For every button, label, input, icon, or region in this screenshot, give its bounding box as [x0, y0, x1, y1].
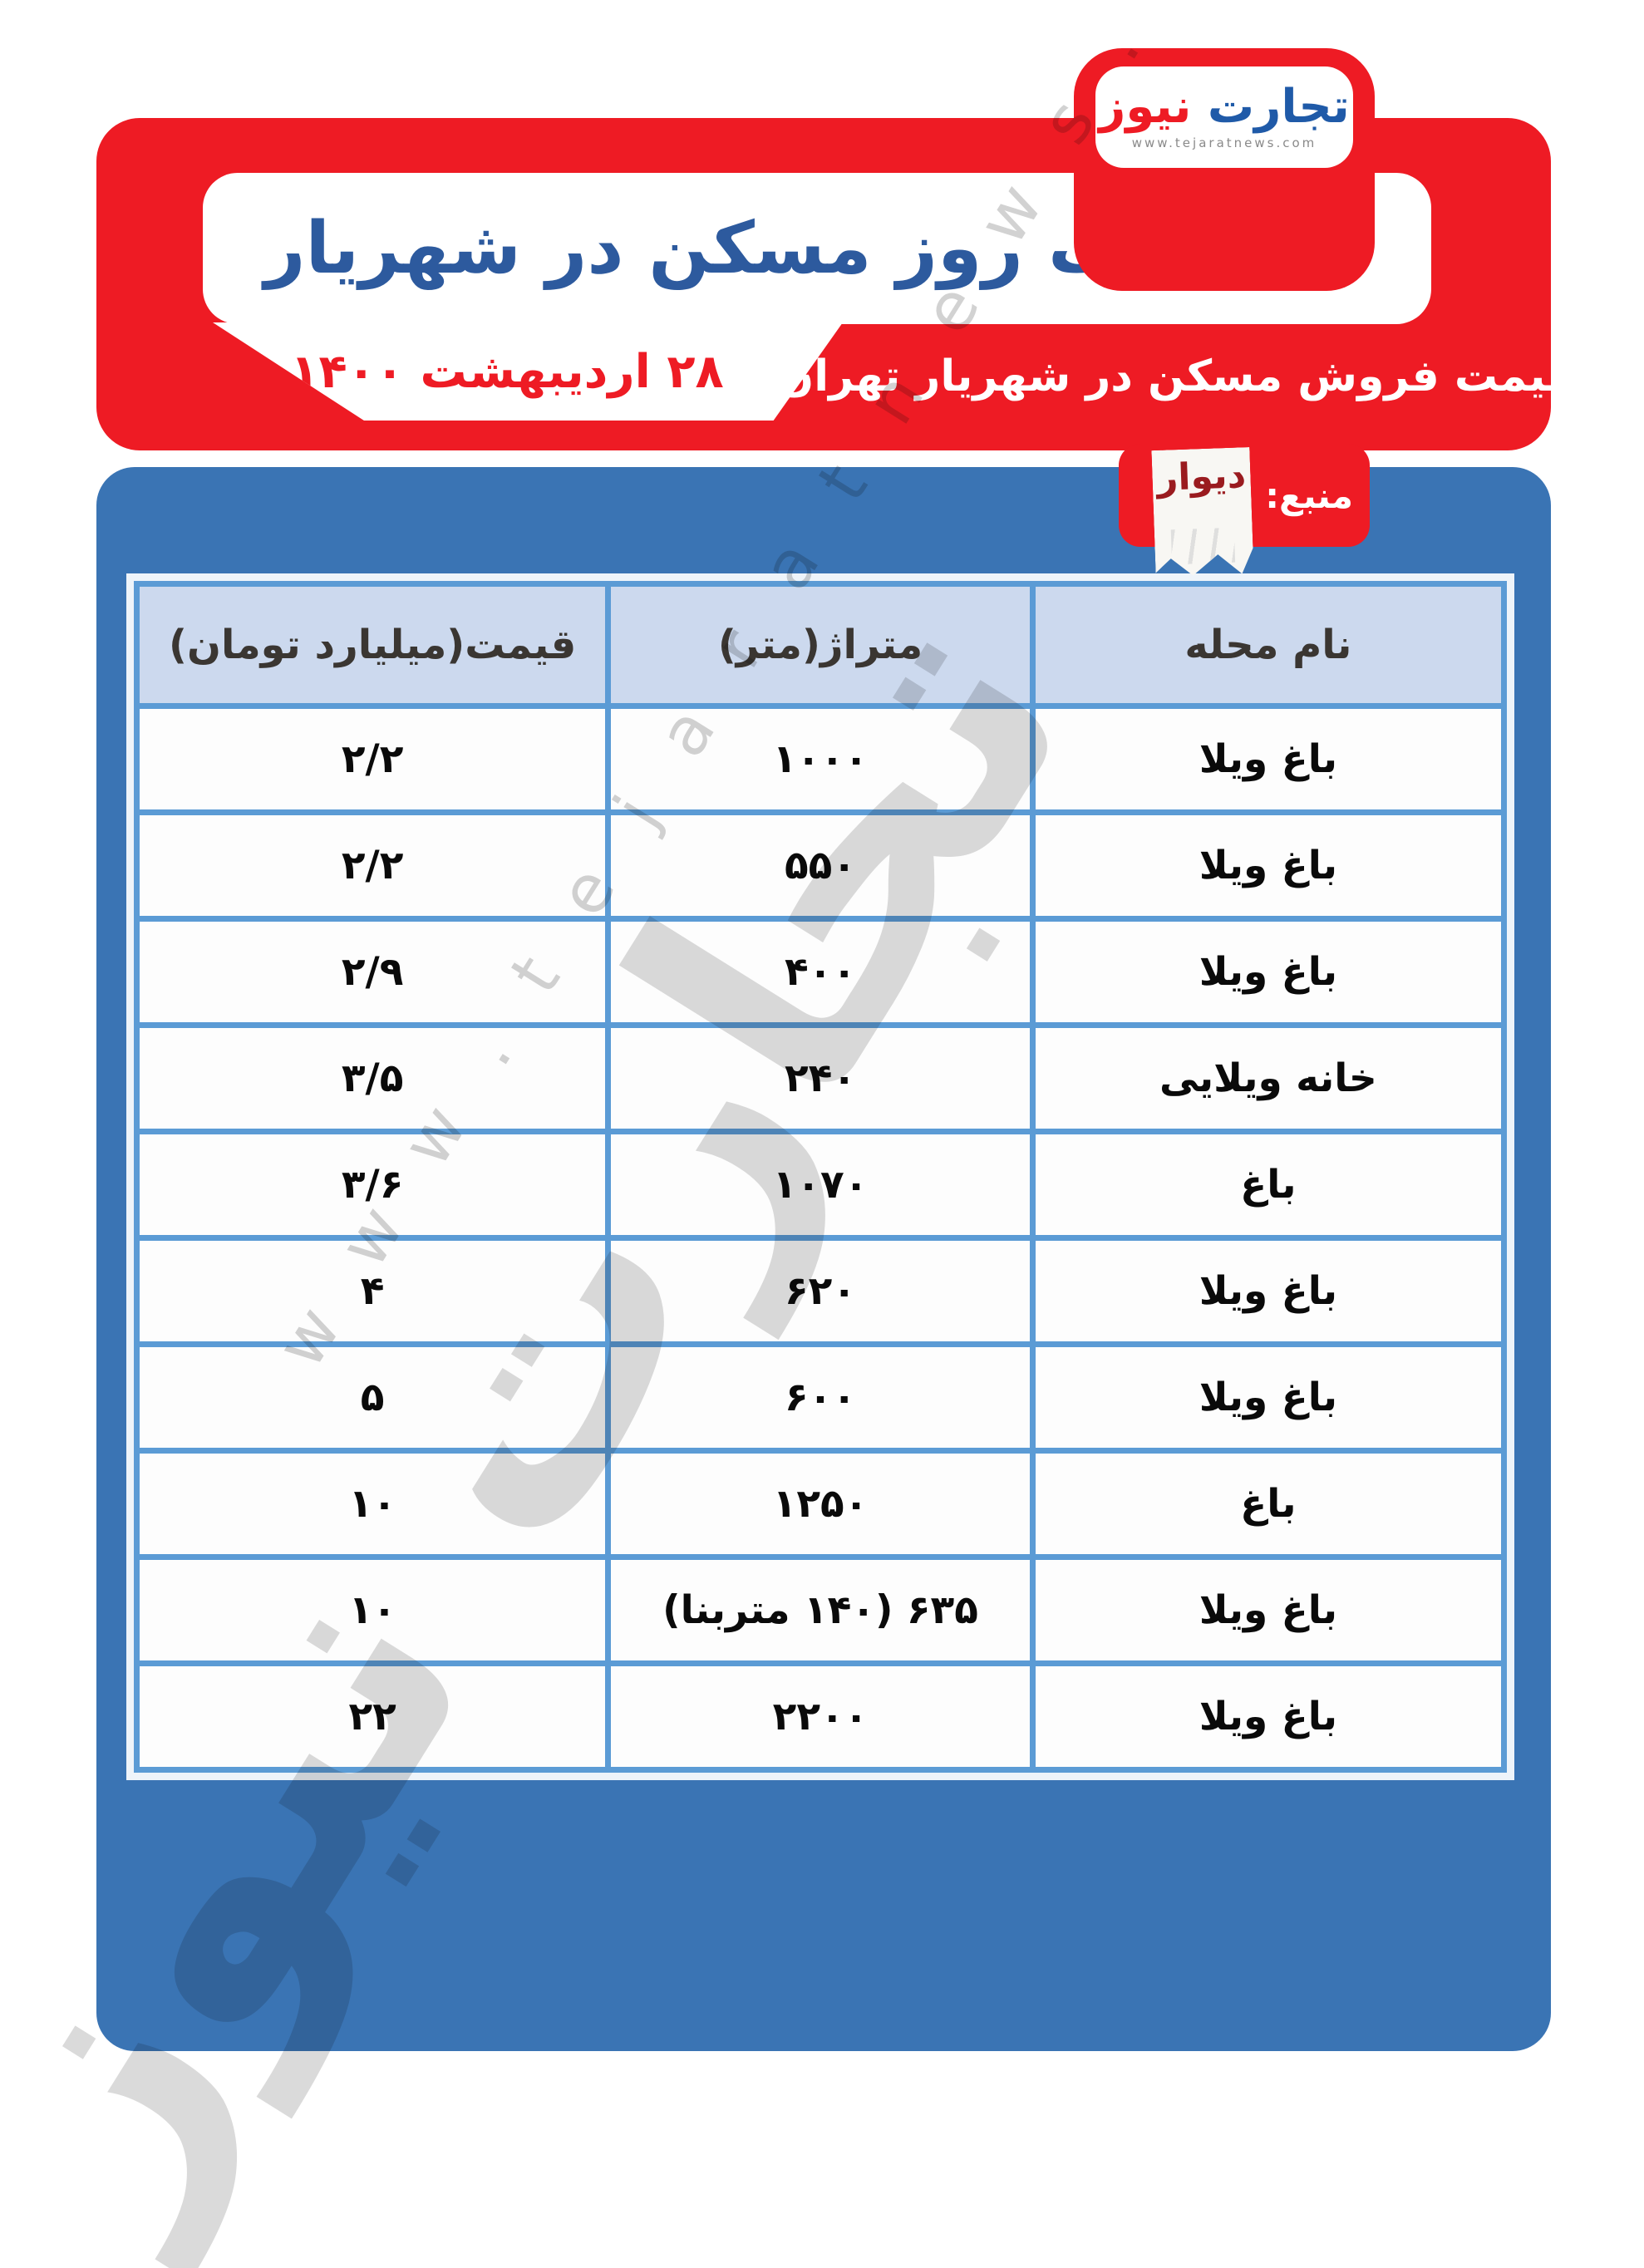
table-header-row: نام محله متراژ(متر) قیمت(میلیارد تومان): [140, 587, 1501, 703]
neighborhood-cell: باغ ویلا: [1035, 1241, 1501, 1341]
area-cell: ۱۰۰۰: [611, 709, 1030, 809]
infographic-page: { "logo": { "brand_primary": "تجارت", "b…: [0, 0, 1576, 2268]
neighborhood-cell: باغ: [1035, 1134, 1501, 1235]
price-cell: ۴: [140, 1241, 606, 1341]
table-row: باغ ویلا ۴۰۰ ۲/۹: [140, 922, 1501, 1022]
neighborhood-cell: باغ ویلا: [1035, 1347, 1501, 1448]
source-label: منبع:: [1265, 475, 1353, 516]
table-row: باغ ۱۰۷۰ ۳/۶: [140, 1134, 1501, 1235]
page-subtitle: قیمت فروش مسکن در شهریار تهران: [776, 352, 1576, 401]
neighborhood-cell: باغ ویلا: [1035, 1666, 1501, 1767]
price-cell: ۱۰: [140, 1560, 606, 1660]
table-row: باغ ویلا ۶۰۰ ۵: [140, 1347, 1501, 1448]
area-cell: ۲۲۰۰: [611, 1666, 1030, 1767]
date-label: ۲۸ اردیبهشت ۱۴۰۰: [290, 344, 724, 399]
price-cell: ۲/۲: [140, 815, 606, 916]
table-row: باغ ویلا ۵۵۰ ۲/۲: [140, 815, 1501, 916]
column-header-area: متراژ(متر): [611, 587, 1030, 703]
column-header-neighborhood: نام محله: [1035, 587, 1501, 703]
area-cell: ۱۲۵۰: [611, 1454, 1030, 1554]
area-cell: ۲۴۰: [611, 1028, 1030, 1129]
price-cell: ۳/۵: [140, 1028, 606, 1129]
table-row: باغ ۱۲۵۰ ۱۰: [140, 1454, 1501, 1554]
neighborhood-cell: خانه ویلایی: [1035, 1028, 1501, 1129]
neighborhood-cell: باغ: [1035, 1454, 1501, 1554]
price-cell: ۱۰: [140, 1454, 606, 1554]
area-cell: ۱۰۷۰: [611, 1134, 1030, 1235]
area-cell: ۴۰۰: [611, 922, 1030, 1022]
tejaratnews-logo: تجارت نیوز: [1099, 84, 1350, 130]
price-table-container: نام محله متراژ(متر) قیمت(میلیارد تومان) …: [126, 573, 1514, 1780]
table-row: باغ ویلا ۶۲۰ ۴: [140, 1241, 1501, 1341]
table-row: خانه ویلایی ۲۴۰ ۳/۵: [140, 1028, 1501, 1129]
column-header-price: قیمت(میلیارد تومان): [140, 587, 606, 703]
table-row: باغ ویلا ۲۲۰۰ ۲۲: [140, 1666, 1501, 1767]
price-cell: ۲/۹: [140, 922, 606, 1022]
area-cell: ۶۰۰: [611, 1347, 1030, 1448]
divar-logo: دیوار: [1152, 447, 1254, 577]
table-row: باغ ویلا ۱۰۰۰ ۲/۲: [140, 709, 1501, 809]
price-cell: ۲۲: [140, 1666, 606, 1767]
area-cell: ۶۲۰: [611, 1241, 1030, 1341]
area-cell: ۶۳۵ (۱۴۰ متربنا): [611, 1560, 1030, 1660]
paper-tear-decoration: [1171, 528, 1235, 565]
logo-website-url: www.tejaratnews.com: [1131, 135, 1317, 150]
neighborhood-cell: باغ ویلا: [1035, 922, 1501, 1022]
source-badge: منبع: دیوار: [1119, 444, 1370, 547]
logo-brand-primary: تجارت: [1207, 80, 1350, 134]
logo-brand-secondary: نیوز: [1099, 80, 1192, 134]
price-cell: ۲/۲: [140, 709, 606, 809]
price-cell: ۵: [140, 1347, 606, 1448]
housing-price-table: نام محله متراژ(متر) قیمت(میلیارد تومان) …: [126, 573, 1514, 1780]
tejaratnews-logo-card: تجارت نیوز www.tejaratnews.com: [1095, 66, 1353, 168]
table-row: باغ ویلا ۶۳۵ (۱۴۰ متربنا) ۱۰: [140, 1560, 1501, 1660]
price-cell: ۳/۶: [140, 1134, 606, 1235]
area-cell: ۵۵۰: [611, 815, 1030, 916]
neighborhood-cell: باغ ویلا: [1035, 1560, 1501, 1660]
tejaratnews-logo-badge: تجارت نیوز www.tejaratnews.com: [1074, 48, 1375, 291]
neighborhood-cell: باغ ویلا: [1035, 815, 1501, 916]
neighborhood-cell: باغ ویلا: [1035, 709, 1501, 809]
